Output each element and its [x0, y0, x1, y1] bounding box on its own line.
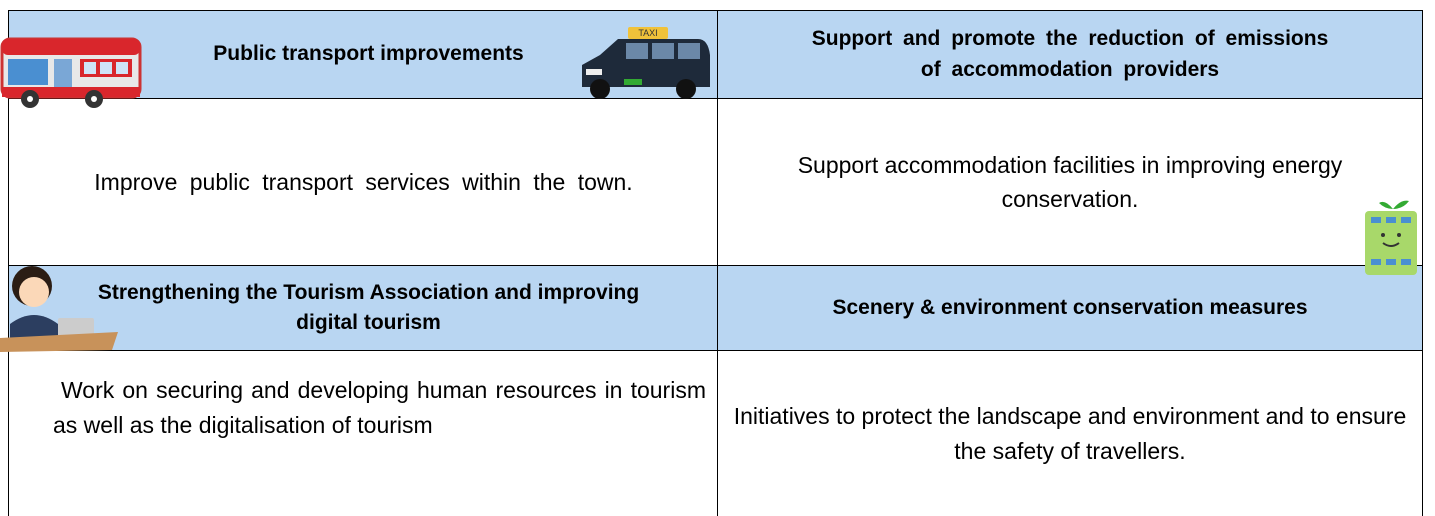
person-illustration — [0, 266, 118, 352]
taxi-illustration: TAXI — [582, 27, 710, 99]
building-illustration — [1365, 200, 1417, 275]
section-body: Work on securing and developing human re… — [53, 377, 706, 438]
table-header-cell: Scenery & environment conservation measu… — [717, 265, 1423, 350]
table-body-cell: Support accommodation facilities in impr… — [717, 98, 1423, 265]
section-body: Improve public transport services within… — [94, 168, 633, 195]
section-heading: Support and promote the reduction of emi… — [811, 27, 1329, 81]
table-body-cell: Initiatives to protect the landscape and… — [717, 350, 1423, 516]
table-header-cell: Strengthening the Tourism Association an… — [8, 265, 718, 350]
section-body: Support accommodation facilities in impr… — [797, 151, 1343, 213]
section-heading: Public transport improvements — [213, 42, 524, 66]
section-heading: Strengthening the Tourism Association an… — [97, 280, 640, 334]
table-header-cell: Support and promote the reduction of emi… — [717, 10, 1423, 98]
table-body-cell: Work on securing and developing human re… — [8, 350, 718, 516]
bus-illustration — [0, 37, 142, 108]
taxi-sign: TAXI — [638, 28, 657, 38]
section-body: Initiatives to protect the landscape and… — [733, 403, 1407, 464]
table-body-cell: Improve public transport services within… — [8, 98, 718, 265]
section-heading: Scenery & environment conservation measu… — [832, 295, 1308, 319]
